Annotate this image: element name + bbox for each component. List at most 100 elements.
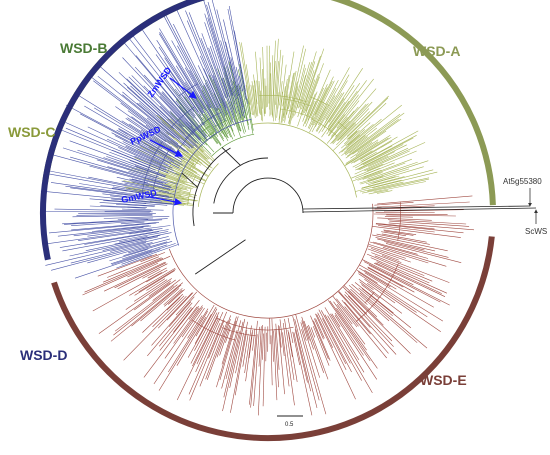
wsd-d-branch [173, 23, 223, 122]
wsd-d-branch [234, 30, 246, 92]
wsd-d-branch [87, 225, 171, 237]
wsd-d-branch [111, 187, 173, 198]
wsd-c-branch [167, 118, 204, 153]
wsd-d-branch [114, 232, 172, 245]
wsd-a-branch [362, 172, 383, 180]
wsd-a-branch [310, 87, 324, 117]
wsd-e-branch [194, 314, 212, 344]
wsd-c-branch [148, 147, 201, 176]
wsd-d-branch [207, 17, 233, 96]
wsd-e-branch [369, 241, 429, 259]
wsd-a-branch [352, 169, 382, 182]
wsd-a-branch [277, 55, 284, 109]
wsd-e-branch [373, 241, 418, 255]
wsd-d-branch [107, 166, 167, 184]
wsd-a-branch [359, 140, 393, 160]
wsd-c-branch-internal [187, 188, 192, 206]
wsd-a-branch [360, 168, 410, 185]
wsd-e-branch [134, 279, 168, 302]
wsd-d-branch [200, 55, 221, 104]
wsd-d-branch [84, 231, 159, 245]
wsd-d-branch [156, 40, 204, 113]
wsd-a-branch [268, 45, 270, 104]
wsd-d-branch [129, 178, 174, 191]
wsd-e-branch [316, 314, 333, 348]
wsd-d-branch [103, 216, 170, 219]
wsd-e-branch [270, 335, 273, 386]
backbone-branch [194, 239, 246, 275]
wsd-a-branch [344, 135, 366, 153]
wsd-d-branch [123, 82, 195, 147]
wsd-e-branch [147, 267, 167, 279]
wsd-e-branch [364, 278, 441, 332]
wsd-d-branch [89, 165, 172, 188]
wsd-a-branch [332, 101, 373, 145]
wsd-d-branch [129, 230, 154, 235]
wsd-e-branch [314, 318, 324, 340]
wsd-d-branch [59, 229, 169, 248]
wsd-e-branch [275, 323, 280, 370]
wsd-d-branch [119, 236, 148, 243]
wsd-a-branch [367, 161, 418, 180]
wsd-d-branch [51, 154, 171, 187]
wsd-d-branch [122, 91, 191, 149]
wsd-d-branch [164, 70, 195, 112]
wsd-a-branch [304, 100, 315, 124]
wsd-d-branch-base [172, 119, 252, 246]
wsd-e-branch [187, 306, 217, 358]
wsd-e-branch [338, 291, 397, 355]
wsd-e-branch [363, 261, 450, 306]
wsd-e-branch [151, 296, 195, 346]
wsd-e-branch [388, 222, 475, 231]
wsd-e-branch [253, 326, 260, 407]
wsd-a-branch [259, 57, 263, 109]
wsd-a-branch [341, 122, 371, 149]
wsd-d-branch [142, 29, 202, 116]
wsd-a-branch [292, 68, 306, 119]
wsd-c-branch [139, 145, 206, 181]
clade-arcs [39, 0, 496, 442]
wsd-d-branch [96, 159, 156, 179]
wsd-c-branch [168, 165, 193, 178]
wsd-d-branch [132, 178, 149, 184]
wsd-d-branch [49, 170, 152, 191]
wsd-e-branch-base [168, 203, 374, 319]
wsd-a-branch [318, 105, 337, 134]
wsd-d-branch [102, 240, 147, 251]
wsd-e-branch [138, 269, 176, 293]
wsd-c-branch [123, 180, 182, 194]
wsd-c-branch [142, 177, 184, 190]
wsd-d-branch [111, 243, 176, 265]
wsd-d-branch [74, 249, 161, 279]
wsd-d-branch [185, 10, 227, 111]
wsd-e-branch [153, 307, 205, 385]
wsd-d-branch [161, 76, 195, 119]
wsd-e-branch [273, 330, 278, 401]
wsd-e-branch [234, 330, 248, 396]
wsd-d-branch [115, 106, 167, 143]
wsd-e-branch [249, 320, 258, 405]
wsd-d-branch [206, 4, 234, 96]
wsd-e-branch [359, 267, 391, 288]
wsd-a-branch [288, 48, 306, 124]
wsd-a-branch [365, 166, 424, 185]
wsd-c-branch-base [197, 163, 219, 207]
wsd-e-branch [376, 233, 430, 245]
wsd-a-branch [314, 79, 339, 126]
wsd-d-branch [204, 84, 218, 112]
wsd-d-branch [206, 79, 226, 122]
wsd-e-branch [376, 261, 448, 294]
outgroup-label-scws: ScWS [525, 227, 547, 236]
wsd-e-branch [336, 298, 359, 327]
wsd-b-branch [216, 107, 232, 138]
wsd-e-branch [348, 284, 390, 322]
wsd-a-branch [278, 91, 283, 121]
wsd-c-branch [181, 153, 194, 163]
wsd-a-branch [357, 142, 373, 153]
wsd-d-branch [76, 214, 153, 216]
wsd-e-branch [362, 259, 414, 286]
wsd-e-branch [381, 231, 407, 237]
wsd-e-branch [82, 255, 171, 296]
wsd-c-branch [169, 180, 193, 189]
wsd-d-branch [181, 94, 205, 126]
